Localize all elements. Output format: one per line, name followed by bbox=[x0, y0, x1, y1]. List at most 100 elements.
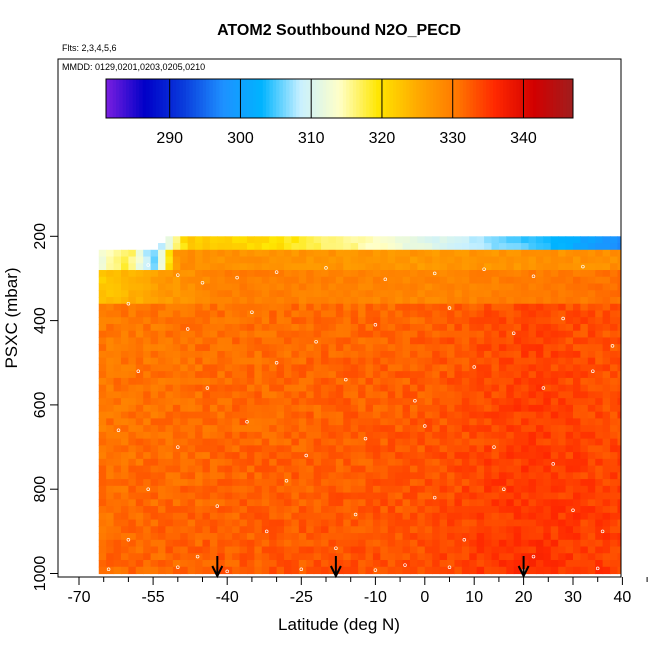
heatmap-cell bbox=[202, 283, 211, 291]
heatmap-cell bbox=[365, 404, 374, 413]
heatmap-cell bbox=[417, 492, 426, 500]
heatmap-cell bbox=[380, 458, 389, 467]
heatmap-cell bbox=[380, 425, 389, 433]
colorbar-swatch bbox=[159, 79, 164, 118]
colorbar-swatch bbox=[216, 79, 220, 118]
heatmap-cell bbox=[447, 411, 456, 419]
heatmap-cell bbox=[217, 344, 226, 352]
heatmap-cell bbox=[113, 519, 122, 527]
heatmap-cell bbox=[580, 391, 589, 399]
heatmap-cell bbox=[625, 391, 633, 398]
heatmap-cell bbox=[372, 344, 381, 352]
heatmap-cell bbox=[217, 479, 226, 487]
heatmap-cell bbox=[380, 297, 389, 305]
heatmap-cell bbox=[587, 418, 596, 426]
heatmap-cell bbox=[128, 357, 137, 366]
heatmap-cell bbox=[387, 283, 396, 291]
heatmap-cell bbox=[417, 445, 426, 453]
heatmap-cell bbox=[424, 553, 433, 561]
heatmap-cell bbox=[239, 398, 248, 406]
heatmap-cell bbox=[321, 533, 330, 541]
heatmap-cell bbox=[172, 411, 181, 419]
heatmap-cell bbox=[135, 506, 144, 514]
heatmap-cell bbox=[150, 337, 159, 345]
heatmap-cell bbox=[625, 547, 633, 554]
heatmap-cell bbox=[498, 357, 507, 366]
heatmap-cell bbox=[439, 303, 448, 312]
heatmap-cell bbox=[128, 384, 137, 393]
heatmap-cell bbox=[246, 519, 255, 527]
heatmap-cell bbox=[580, 344, 589, 352]
heatmap-cell bbox=[172, 479, 181, 487]
heatmap-cell bbox=[580, 539, 589, 548]
heatmap-cell bbox=[246, 337, 255, 345]
heatmap-cell bbox=[113, 290, 122, 298]
heatmap-cell bbox=[106, 472, 115, 480]
heatmap-cell bbox=[358, 236, 367, 244]
heatmap-cell bbox=[365, 431, 374, 440]
heatmap-cell bbox=[209, 479, 218, 487]
heatmap-cell bbox=[402, 249, 411, 258]
heatmap-cell bbox=[402, 404, 411, 413]
heatmap-cell bbox=[387, 458, 396, 467]
heatmap-cell bbox=[284, 512, 293, 521]
heatmap-cell bbox=[335, 519, 344, 527]
heatmap-cell bbox=[135, 317, 144, 325]
heatmap-cell bbox=[640, 385, 648, 392]
heatmap-cell bbox=[380, 398, 389, 406]
heatmap-cell bbox=[498, 249, 507, 258]
heatmap-cell bbox=[498, 431, 507, 440]
heatmap-cell bbox=[439, 566, 448, 575]
heatmap-cell bbox=[402, 236, 411, 244]
heatmap-cell bbox=[528, 539, 537, 548]
heatmap-cell bbox=[498, 350, 507, 359]
heatmap-cell bbox=[276, 566, 285, 575]
sample-point bbox=[176, 273, 180, 277]
heatmap-cell bbox=[417, 404, 426, 413]
heatmap-cell bbox=[528, 290, 537, 298]
heatmap-cell bbox=[135, 303, 144, 312]
heatmap-cell bbox=[617, 499, 621, 507]
heatmap-cell bbox=[484, 384, 493, 393]
heatmap-cell bbox=[409, 297, 418, 305]
heatmap-cell bbox=[617, 337, 621, 345]
heatmap-cell bbox=[610, 377, 619, 386]
heatmap-cell bbox=[343, 303, 352, 312]
heatmap-cell bbox=[328, 263, 337, 271]
heatmap-cell bbox=[158, 344, 167, 352]
heatmap-cell bbox=[565, 297, 574, 305]
heatmap-cell bbox=[587, 350, 596, 359]
heatmap-cell bbox=[387, 560, 396, 568]
heatmap-cell bbox=[232, 398, 241, 406]
heatmap-cell bbox=[135, 249, 144, 258]
heatmap-cell bbox=[506, 546, 515, 554]
heatmap-cell bbox=[491, 323, 500, 332]
heatmap-cell bbox=[447, 377, 456, 386]
heatmap-cell bbox=[387, 492, 396, 500]
heatmap-cell bbox=[106, 384, 115, 393]
heatmap-cell bbox=[380, 546, 389, 554]
heatmap-cell bbox=[543, 249, 552, 258]
heatmap-cell bbox=[558, 270, 567, 278]
heatmap-cell bbox=[269, 438, 278, 446]
heatmap-cell bbox=[291, 458, 300, 467]
heatmap-cell bbox=[380, 323, 389, 332]
heatmap-cell bbox=[387, 323, 396, 332]
heatmap-cell bbox=[106, 452, 115, 460]
heatmap-cell bbox=[602, 297, 611, 305]
heatmap-cell bbox=[573, 465, 582, 473]
heatmap-cell bbox=[587, 492, 596, 500]
heatmap-cell bbox=[254, 236, 263, 244]
heatmap-cell bbox=[580, 458, 589, 467]
heatmap-cell bbox=[469, 431, 478, 440]
heatmap-cell bbox=[135, 297, 144, 305]
heatmap-cell bbox=[143, 337, 152, 345]
heatmap-cell bbox=[276, 411, 285, 419]
heatmap-cell bbox=[135, 283, 144, 291]
colorbar-swatch bbox=[132, 79, 137, 118]
heatmap-cell bbox=[587, 519, 596, 527]
heatmap-cell bbox=[640, 317, 648, 324]
heatmap-cell bbox=[298, 337, 307, 345]
heatmap-cell bbox=[365, 337, 374, 345]
heatmap-cell bbox=[239, 418, 248, 426]
